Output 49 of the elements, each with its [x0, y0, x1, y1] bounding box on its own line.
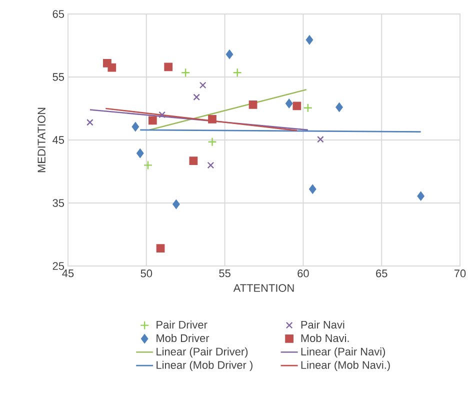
point: [172, 200, 180, 209]
point: [303, 103, 312, 112]
y-axis-title: MEDITATION: [38, 108, 46, 172]
point: [132, 122, 140, 132]
point: [208, 137, 217, 146]
point: [292, 102, 302, 110]
point: [207, 162, 214, 169]
point: [208, 115, 216, 124]
point: [309, 184, 316, 194]
point: [417, 191, 424, 201]
point: [189, 156, 198, 165]
point: [158, 111, 166, 118]
x-tick-label: 50: [140, 270, 152, 278]
legend-label: Mob Driver: [156, 334, 210, 342]
point: [286, 98, 293, 108]
point: [86, 118, 94, 126]
y-tick-label: 35: [52, 199, 64, 207]
x-tick-label: 70: [454, 270, 466, 278]
point: [181, 68, 190, 78]
y-tick-label: 65: [52, 10, 64, 18]
point: [317, 136, 324, 143]
point: [148, 116, 157, 125]
point: [336, 102, 343, 112]
legend-label: Linear (Pair Navi): [301, 347, 385, 358]
x-tick-label: 65: [376, 270, 388, 278]
x-tick-label: 45: [62, 270, 74, 278]
y-tick-label: 45: [52, 136, 64, 144]
point: [143, 160, 153, 170]
legend-label: Linear (Mob Driver ): [156, 360, 252, 372]
legend-label: Pair Driver: [156, 320, 208, 329]
legend-label: Linear (Pair Driver): [156, 347, 248, 358]
point: [108, 63, 116, 72]
legend-label: Pair Navi: [301, 320, 344, 329]
legend-label: Linear (Mob Navi.): [301, 360, 390, 372]
point: [248, 100, 258, 109]
point: [193, 94, 200, 101]
x-tick-label: 60: [298, 270, 309, 278]
legend-label: Mob Navi.: [301, 334, 349, 342]
y-tick-label: 25: [52, 262, 64, 270]
point: [306, 35, 314, 44]
point: [232, 68, 242, 78]
point: [156, 244, 165, 253]
point: [226, 50, 234, 59]
x-axis-title: ATTENTION: [233, 284, 294, 292]
x-tick-label: 55: [219, 270, 230, 278]
point: [199, 82, 206, 89]
point: [164, 62, 173, 72]
y-tick-label: 55: [52, 73, 64, 81]
point: [136, 148, 144, 158]
